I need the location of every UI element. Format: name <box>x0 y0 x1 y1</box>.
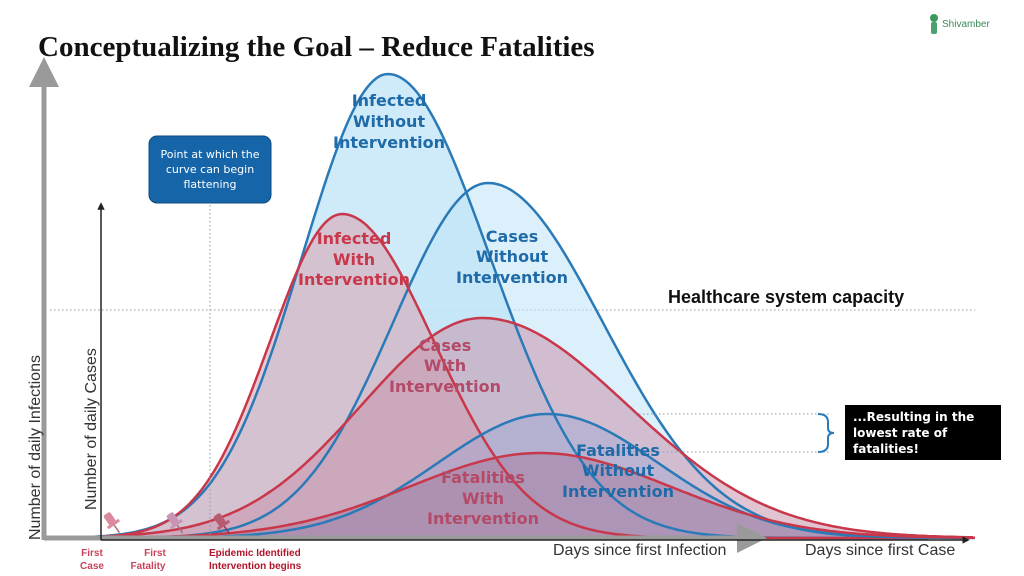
x-axis-case-label: Days since first Case <box>805 542 955 559</box>
svg-text:Infected: Infected <box>317 229 392 248</box>
svg-text:Infected: Infected <box>352 91 427 110</box>
fatalities-with-curve <box>149 451 975 539</box>
result-bracket <box>817 413 835 453</box>
marker-first-case: First Case <box>80 548 104 572</box>
label-infected-with: Infected With Intervention <box>298 229 410 289</box>
logo-icon <box>930 14 938 22</box>
svg-text:flattening: flattening <box>183 178 236 191</box>
page-title: Conceptualizing the Goal – Reduce Fatali… <box>38 31 595 63</box>
label-fatalities-without: Fatalities Without Intervention <box>562 441 674 501</box>
flattening-callout: Point at which the curve can begin flatt… <box>148 135 272 204</box>
cases-with-curve <box>99 316 974 539</box>
svg-text:Intervention: Intervention <box>456 268 568 287</box>
fatalities-with-fill <box>150 453 975 538</box>
infected-with-curve <box>46 212 928 540</box>
fatalities-without-curve <box>150 412 975 540</box>
svg-text:Intervention: Intervention <box>333 133 445 152</box>
pin-first-case-icon <box>103 512 121 534</box>
curves-stroke <box>46 72 975 540</box>
infected-with-fill <box>46 214 930 538</box>
svg-text:Intervention begins: Intervention begins <box>209 561 302 572</box>
svg-text:First: First <box>81 548 103 559</box>
label-infected-without: Infected Without Intervention <box>333 91 445 152</box>
result-box: ...Resulting in the lowest rate of fatal… <box>845 405 1001 460</box>
capacity-label: Healthcare system capacity <box>668 287 904 307</box>
svg-text:Intervention: Intervention <box>427 509 539 528</box>
svg-text:Epidemic Identified: Epidemic Identified <box>209 548 301 559</box>
y-axis-cases-label: Number of daily Cases <box>83 348 100 510</box>
svg-text:Fatalities: Fatalities <box>576 441 660 460</box>
svg-text:Cases: Cases <box>486 227 538 246</box>
x-axis-infection-label: Days since first Infection <box>553 542 726 559</box>
logo: Shivamber <box>930 14 990 34</box>
svg-text:Point at which the: Point at which the <box>161 148 260 161</box>
svg-text:With: With <box>424 356 466 375</box>
svg-text:Without: Without <box>476 247 549 266</box>
curves-fill <box>46 74 975 538</box>
label-cases-with: Cases With Intervention <box>389 336 501 396</box>
svg-text:With: With <box>462 489 504 508</box>
svg-text:Fatalities: Fatalities <box>441 468 525 487</box>
label-cases-without: Cases Without Intervention <box>456 227 568 287</box>
logo-text: Shivamber <box>942 19 990 30</box>
pin-first-fatality-icon <box>166 512 184 534</box>
svg-text:Intervention: Intervention <box>298 270 410 289</box>
svg-text:Cases: Cases <box>419 336 471 355</box>
svg-text:Intervention: Intervention <box>562 482 674 501</box>
y-axis-infections-label: Number of daily Infections <box>27 355 44 540</box>
svg-text:lowest rate of: lowest rate of <box>853 426 948 440</box>
svg-text:Intervention: Intervention <box>389 377 501 396</box>
svg-text:Without: Without <box>353 112 426 131</box>
svg-text:...Resulting in the: ...Resulting in the <box>853 410 974 424</box>
svg-text:Case: Case <box>80 561 104 572</box>
pin-epidemic-icon <box>213 513 231 535</box>
svg-text:First: First <box>144 548 166 559</box>
marker-epidemic: Epidemic Identified Intervention begins <box>209 548 302 572</box>
label-fatalities-with: Fatalities With Intervention <box>427 468 539 528</box>
cases-with-fill <box>100 318 975 538</box>
svg-text:Fatality: Fatality <box>130 561 165 572</box>
svg-text:Without: Without <box>582 461 655 480</box>
svg-text:With: With <box>333 250 375 269</box>
marker-first-fatality: First Fatality <box>130 548 166 572</box>
svg-text:curve can begin: curve can begin <box>166 163 254 176</box>
svg-text:fatalities!: fatalities! <box>853 442 919 456</box>
